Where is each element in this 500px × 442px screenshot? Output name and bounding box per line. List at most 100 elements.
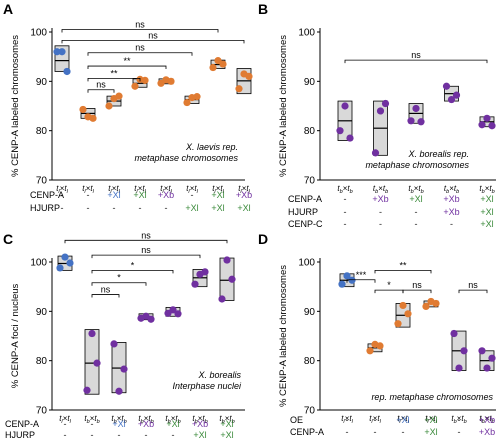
panel-c-sig-label: ns <box>101 285 111 295</box>
panel-c-data-point <box>169 306 177 314</box>
panel-d-data-point <box>343 272 351 280</box>
panel-d-xtick-label: tb×tb <box>479 414 494 425</box>
panel-b-sig-bracket <box>344 59 488 64</box>
panel-b-data-point <box>488 122 496 130</box>
panel-d-sig-label: ns <box>468 280 478 290</box>
panel-a-row-cell: +Xl <box>211 190 224 200</box>
panel-a-row-cell: +Xl <box>107 190 120 200</box>
panel-c-data-point <box>191 280 199 288</box>
panel-b-row-cell: - <box>415 219 418 229</box>
panel-b-row-cell: +Xb <box>443 207 459 217</box>
panel-a-sig-bracket <box>87 65 167 70</box>
panel-a-data-point <box>214 57 222 65</box>
panel-a-data-point <box>183 98 191 107</box>
panel-a-sig-label: ns <box>148 30 158 40</box>
panel-c-row-label: CENP-A <box>5 419 39 429</box>
panel-a-row-cell: +Xb <box>236 190 252 200</box>
panel-d-xtick-label: tl×tl <box>341 414 353 425</box>
panel-d-sig-label: ns <box>412 280 422 290</box>
panel-b-data-point <box>442 82 451 90</box>
panel-b-row-label: CENP-A <box>288 194 322 204</box>
panel-d-sig-bracket <box>374 269 432 274</box>
panel-b-ytick-label: 90 <box>304 77 316 88</box>
panel-d-row-cell: +Xl <box>424 415 437 425</box>
panel-d-sig-label: *** <box>356 270 367 280</box>
panel-b-data-point <box>341 102 349 110</box>
panel-c-data-point <box>120 365 128 373</box>
panel-d-data-point <box>432 299 440 308</box>
panel-a-xtick-label: tl×tl <box>134 184 146 195</box>
panel-d-row-label: OE <box>290 415 303 425</box>
panel-c-xtick-label: tb×tb <box>192 414 207 425</box>
panel-a-sig-label: ns <box>96 80 106 90</box>
panel-a-data-point <box>53 48 61 56</box>
panel-d-row-cell: - <box>346 415 349 425</box>
panel-d-row-cell: +Xb <box>479 415 495 425</box>
panel-d-sig-bracket <box>374 289 404 294</box>
panel-b-row-cell: +Xb <box>443 194 459 204</box>
panel-d-data-point <box>338 280 346 288</box>
panel-c-data-point <box>83 386 91 394</box>
panel-a-data-point <box>193 93 201 101</box>
panel-c-ytick-label: 90 <box>36 307 48 318</box>
panel-a-row-label: CENP-A <box>30 190 64 200</box>
panel-a-data-point <box>235 85 243 93</box>
panel-a-data-point <box>105 102 113 110</box>
panel-a-data-point <box>141 76 149 84</box>
panel-c-data-point <box>110 340 118 348</box>
panel-d-sig-bracket <box>346 279 376 283</box>
panel-a-sig-label: ** <box>123 56 131 66</box>
panel-c-sig-bracket <box>91 254 201 259</box>
panel-c-sig-label: ns <box>141 245 151 255</box>
panel-b-letter: B <box>258 1 268 17</box>
panel-a-data-point <box>131 82 139 90</box>
panel-a-data-point <box>79 105 87 114</box>
panel-a-ytick-label: 80 <box>36 126 48 137</box>
panel-b-row-cell: +Xl <box>480 207 493 217</box>
panel-a-sig-bracket <box>61 29 219 33</box>
panel-b-xtick-label: tb×tb <box>408 184 423 195</box>
panel-a-row-cell: +Xl <box>237 203 250 213</box>
panel-b-data-point <box>478 121 486 129</box>
panel-d-row-cell: +Xl <box>396 415 409 425</box>
panel-c-xtick-label: tb×tb <box>165 414 180 425</box>
panel-a-ylabel: % CENP-A labeled chromosomes <box>10 35 21 177</box>
panel-d-ytick-label: 70 <box>304 406 316 417</box>
panel-b-row-cell: - <box>415 207 418 217</box>
panel-d-row-cell: - <box>346 427 349 437</box>
panel-b-data-point <box>483 114 491 122</box>
panel-d-sig-label: * <box>387 280 391 290</box>
panel-d-xtick-label: tl×tl <box>425 414 437 425</box>
panel-b-annotation: X. borealis rep. <box>407 149 469 159</box>
panel-d-data-point <box>348 276 356 284</box>
panel-d-row-cell: +Xl <box>424 427 437 437</box>
panel-d-annotation: rep. metaphase chromosomes <box>371 392 493 402</box>
panel-b-data-point <box>371 149 380 157</box>
panel-c-ytick-label: 80 <box>36 356 48 367</box>
panel-d-data-point <box>455 364 463 372</box>
panel-a-ytick-label: 90 <box>36 77 48 88</box>
panel-a-annotation: X. laevis rep. <box>185 142 238 152</box>
panel-a-sig-label: ** <box>110 68 118 78</box>
panel-c-data-point <box>56 264 64 272</box>
panel-b-ytick-label: 80 <box>304 126 316 137</box>
panel-c-sig-bracket <box>91 294 120 298</box>
panel-a-ytick-label: 100 <box>30 28 47 39</box>
panel-b-data-point <box>376 107 385 115</box>
panel-a-xtick-label: tl×tl <box>82 184 94 195</box>
panel-c-sig-label: * <box>131 260 135 270</box>
panel-d-data-point <box>488 354 496 362</box>
panel-b-row-cell: - <box>450 219 453 229</box>
panel-d-data-point <box>399 301 407 310</box>
panel-c-data-point <box>66 259 74 267</box>
panel-a-row-cell: - <box>113 203 116 213</box>
panel-a-row-cell: - <box>87 190 90 200</box>
panel-c-letter: C <box>3 231 13 247</box>
panel-d-row-cell: +Xb <box>479 427 495 437</box>
panel-b-data-point <box>417 118 425 126</box>
panel-c-row-cell: +Xb <box>192 419 208 429</box>
panel-c-data-point <box>93 359 101 367</box>
panel-a-row-cell: - <box>139 203 142 213</box>
panel-a-data-point <box>115 92 123 100</box>
